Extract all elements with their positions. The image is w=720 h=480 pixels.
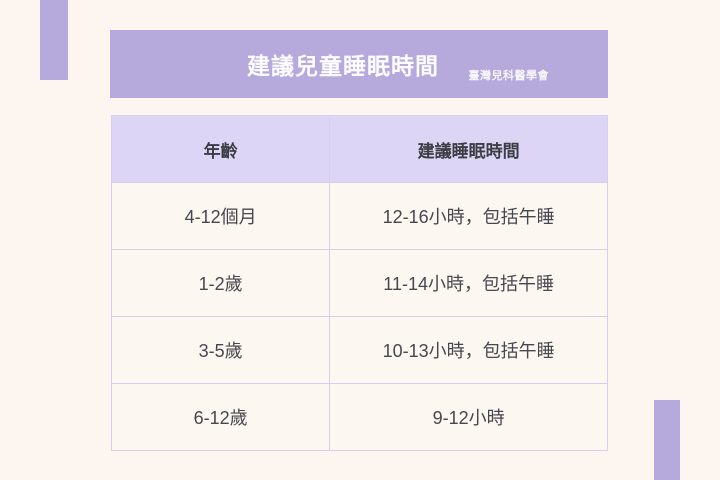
sleep-time-cell: 11-14小時，包括午睡 bbox=[329, 249, 608, 317]
sleep-time-cell: 10-13小時，包括午睡 bbox=[329, 316, 608, 384]
page-title: 建議兒童睡眠時間 bbox=[247, 53, 439, 79]
title-banner: 建議兒童睡眠時間 臺灣兒科醫學會 bbox=[110, 30, 608, 98]
decorative-bar-top-left bbox=[40, 0, 68, 80]
column-header-age: 年齡 bbox=[110, 115, 331, 183]
column-header-sleep-time: 建議睡眠時間 bbox=[329, 115, 608, 183]
sleep-time-cell: 9-12小時 bbox=[329, 383, 608, 451]
table-row: 1-2歲 11-14小時，包括午睡 bbox=[110, 249, 608, 317]
sleep-time-table: 年齡 建議睡眠時間 4-12個月 12-16小時，包括午睡 1-2歲 11-14… bbox=[110, 115, 608, 451]
table-row: 3-5歲 10-13小時，包括午睡 bbox=[110, 316, 608, 384]
sleep-time-cell: 12-16小時，包括午睡 bbox=[329, 182, 608, 250]
age-cell: 6-12歲 bbox=[110, 383, 331, 451]
table-row: 4-12個月 12-16小時，包括午睡 bbox=[110, 182, 608, 250]
age-cell: 4-12個月 bbox=[110, 182, 331, 250]
table-row: 6-12歲 9-12小時 bbox=[110, 383, 608, 451]
age-cell: 3-5歲 bbox=[110, 316, 331, 384]
decorative-bar-bottom-right bbox=[654, 400, 680, 480]
table-header-row: 年齡 建議睡眠時間 bbox=[110, 115, 608, 183]
age-cell: 1-2歲 bbox=[110, 249, 331, 317]
source-label: 臺灣兒科醫學會 bbox=[468, 70, 549, 82]
